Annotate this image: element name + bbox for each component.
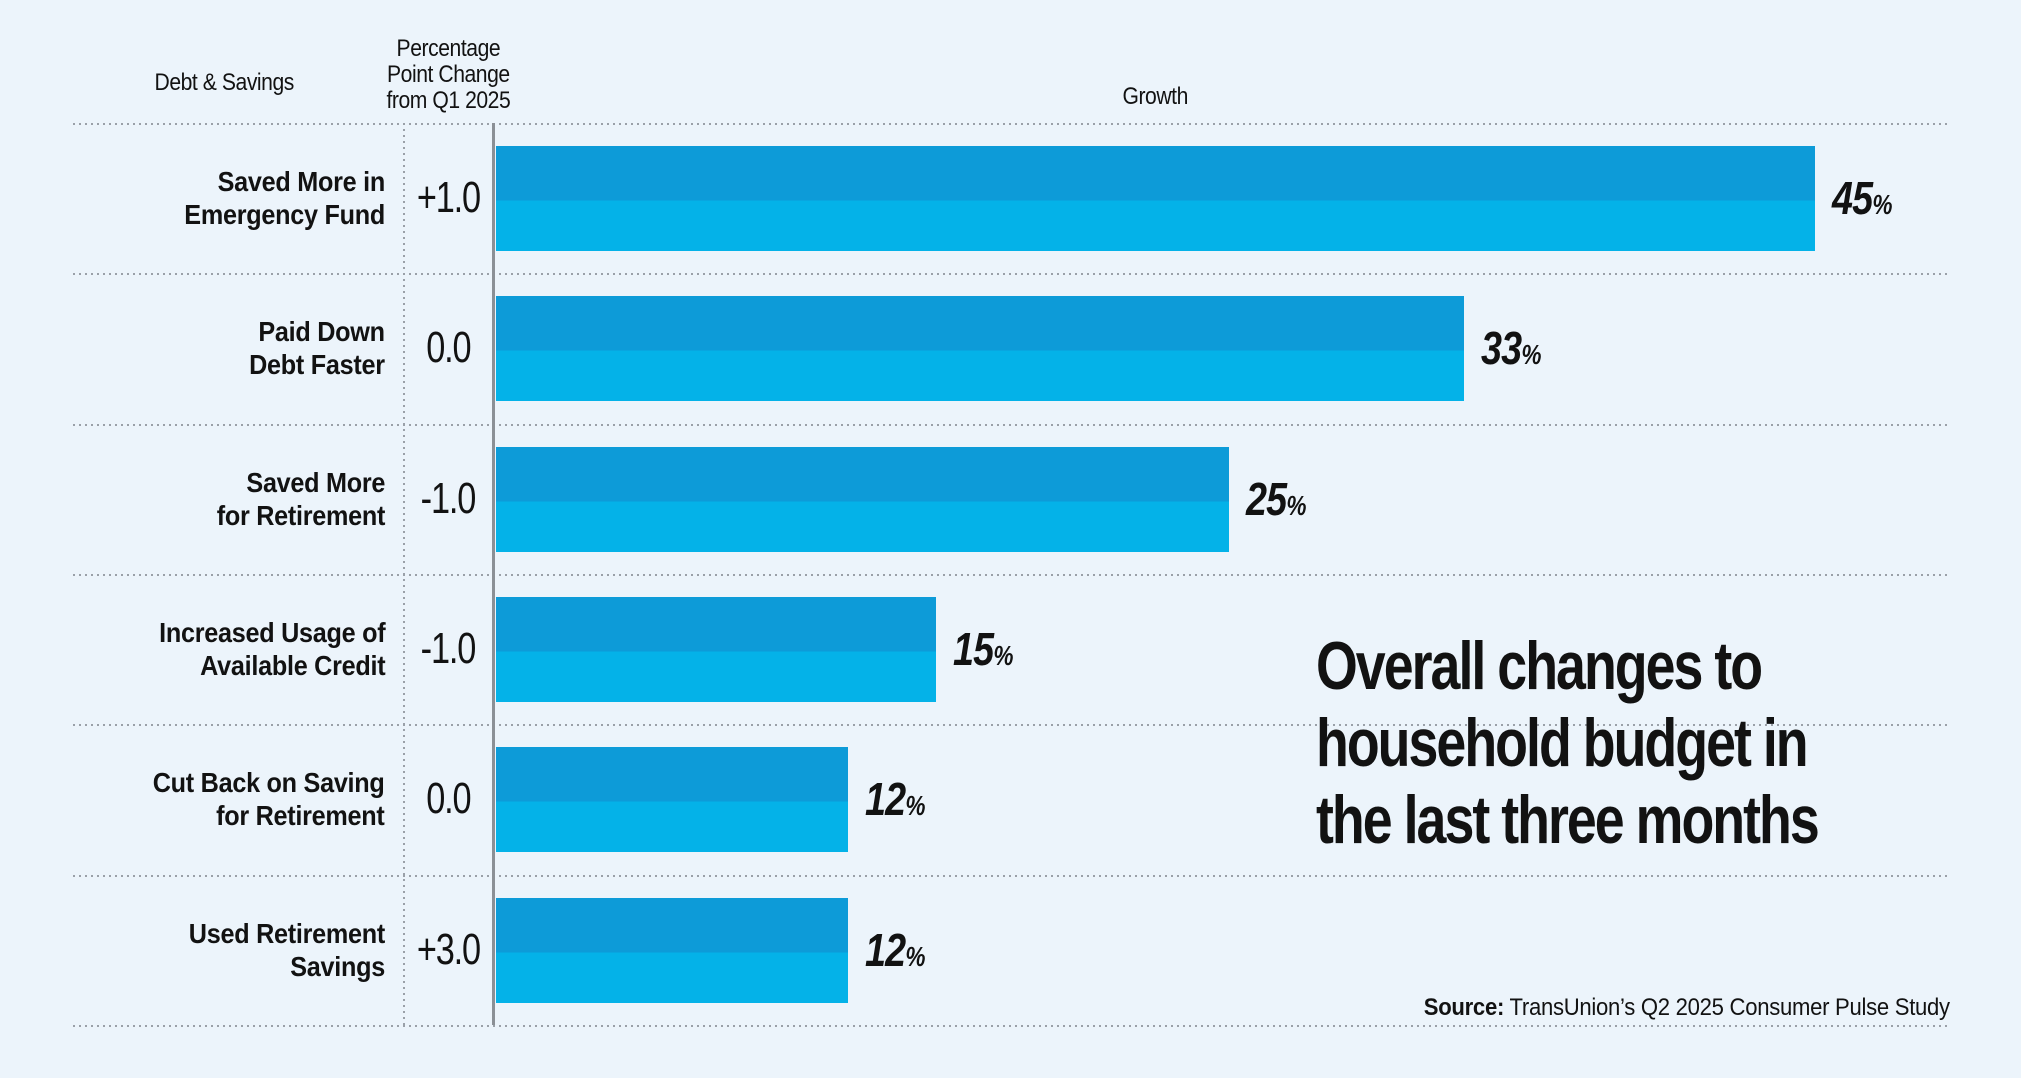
percent-sign: % bbox=[1521, 339, 1541, 371]
row-label: Used Retirement Savings bbox=[0, 875, 385, 1025]
chart-title: Overall changes to household budget in the… bbox=[1316, 628, 1820, 859]
value-label-text: 45% bbox=[1832, 171, 1892, 225]
value-label: 15% bbox=[953, 574, 1026, 724]
row-label: Saved More for Retirement bbox=[0, 424, 386, 574]
bar bbox=[496, 597, 936, 702]
grid-line bbox=[73, 123, 1950, 125]
value-label: 33% bbox=[1481, 273, 1554, 423]
value-label-text: 15% bbox=[953, 622, 1013, 676]
grid-line bbox=[73, 875, 1950, 877]
row-label-text: Saved More for Retirement bbox=[216, 466, 386, 531]
row-label-text: Paid Down Debt Faster bbox=[249, 316, 385, 381]
value-label-text: 12% bbox=[865, 923, 925, 977]
column-header-change: Percentage Point Change from Q1 2025 bbox=[358, 36, 538, 114]
row-label-text: Increased Usage of Available Credit bbox=[158, 617, 386, 682]
row-label-text: Cut Back on Saving for Retirement bbox=[153, 767, 385, 832]
percent-sign: % bbox=[1872, 189, 1892, 221]
row-label: Paid Down Debt Faster bbox=[0, 273, 385, 423]
column-header-growth-label: Growth bbox=[1122, 83, 1188, 110]
change-value-text: 0.0 bbox=[425, 774, 471, 824]
value-number: 12 bbox=[865, 773, 906, 826]
row-label-text: Saved More in Emergency Fund bbox=[184, 166, 385, 231]
grid-line bbox=[73, 1025, 1950, 1027]
percent-sign: % bbox=[993, 640, 1013, 672]
axis-line bbox=[492, 123, 495, 1025]
bar bbox=[496, 897, 848, 1003]
change-value: -1.0 bbox=[403, 424, 493, 574]
column-header-growth: Growth bbox=[1065, 84, 1245, 110]
source-attribution: Source: TransUnion’s Q2 2025 Consumer Pu… bbox=[1378, 994, 1950, 1022]
change-value: 0.0 bbox=[403, 273, 493, 423]
source-attribution-text: Source: TransUnion’s Q2 2025 Consumer Pu… bbox=[1424, 994, 1950, 1022]
source-text: TransUnion’s Q2 2025 Consumer Pulse Stud… bbox=[1504, 994, 1951, 1021]
bar bbox=[496, 446, 1229, 552]
chart-title-line: the last three months bbox=[1316, 782, 1820, 858]
column-header-change-label: Percentage Point Change from Q1 2025 bbox=[386, 35, 510, 114]
change-value-text: +1.0 bbox=[416, 173, 480, 223]
change-value-text: 0.0 bbox=[425, 323, 471, 373]
change-value-text: +3.0 bbox=[416, 924, 480, 974]
grid-line bbox=[73, 724, 1950, 726]
value-number: 25 bbox=[1246, 472, 1287, 525]
value-label: 45% bbox=[1832, 123, 1905, 273]
bar bbox=[496, 146, 1815, 251]
change-value: +3.0 bbox=[403, 875, 493, 1025]
chart-row: Saved More in Emergency Fund +1.0 45% bbox=[0, 123, 2021, 273]
value-number: 15 bbox=[953, 623, 994, 676]
value-label-text: 12% bbox=[865, 772, 925, 826]
value-number: 45 bbox=[1832, 172, 1873, 225]
percent-sign: % bbox=[905, 940, 925, 972]
chart-row: Cut Back on Saving for Retirement 0.0 12% bbox=[0, 724, 2021, 874]
value-label: 25% bbox=[1246, 424, 1319, 574]
value-label: 12% bbox=[865, 724, 938, 874]
value-label-text: 33% bbox=[1481, 321, 1541, 375]
chart-title-line: household budget in bbox=[1316, 705, 1809, 781]
value-label: 12% bbox=[865, 875, 938, 1025]
change-value: -1.0 bbox=[403, 574, 493, 724]
source-label: Source: bbox=[1423, 994, 1505, 1021]
change-value: 0.0 bbox=[403, 724, 493, 874]
row-label-text: Used Retirement Savings bbox=[188, 917, 385, 982]
bar bbox=[496, 296, 1464, 402]
grid-line bbox=[73, 273, 1950, 275]
change-value-text: -1.0 bbox=[420, 624, 477, 674]
value-label-text: 25% bbox=[1246, 472, 1306, 526]
chart-row: Paid Down Debt Faster 0.0 33% bbox=[0, 273, 2021, 423]
chart-row: Increased Usage of Available Credit -1.0 … bbox=[0, 574, 2021, 724]
chart-title-line: Overall changes to bbox=[1316, 628, 1763, 704]
value-number: 12 bbox=[865, 923, 906, 976]
grid-line bbox=[73, 424, 1950, 426]
change-value: +1.0 bbox=[403, 123, 493, 273]
column-header-category-label: Debt & Savings bbox=[154, 69, 294, 96]
row-label: Increased Usage of Available Credit bbox=[0, 574, 386, 724]
change-value-text: -1.0 bbox=[420, 473, 477, 523]
value-number: 33 bbox=[1481, 322, 1522, 375]
row-label: Saved More in Emergency Fund bbox=[0, 123, 385, 273]
row-label: Cut Back on Saving for Retirement bbox=[0, 724, 385, 874]
column-header-category: Debt & Savings bbox=[104, 70, 344, 96]
bar bbox=[496, 747, 848, 853]
chart-row: Used Retirement Savings +3.0 12% bbox=[0, 875, 2021, 1025]
grid-line bbox=[73, 574, 1950, 576]
percent-sign: % bbox=[1286, 489, 1306, 521]
chart-row: Saved More for Retirement -1.0 25% bbox=[0, 424, 2021, 574]
column-separator-line bbox=[403, 123, 405, 1025]
percent-sign: % bbox=[905, 790, 925, 822]
